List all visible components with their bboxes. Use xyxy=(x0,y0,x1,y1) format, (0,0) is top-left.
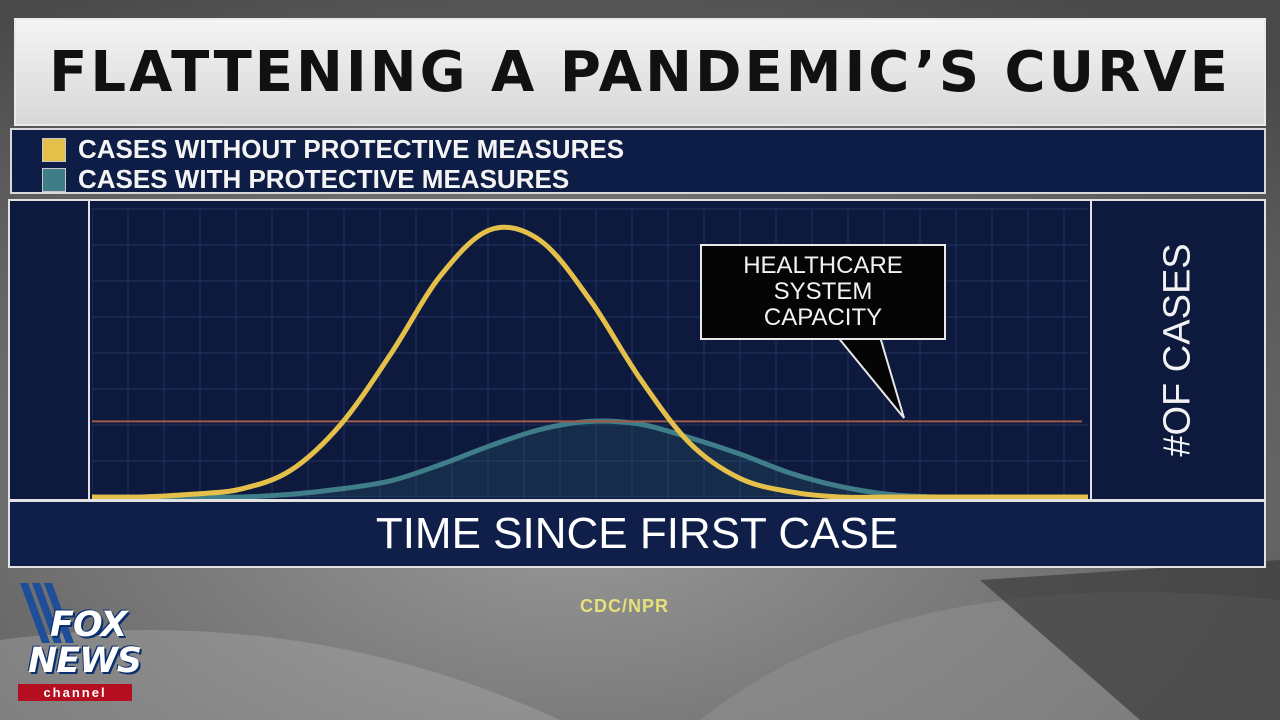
legend-swatch-teal xyxy=(42,167,66,192)
y-axis-label: #OF CASES xyxy=(1156,243,1199,457)
title-banner: FLATTENING A PANDEMIC’S CURVE xyxy=(14,18,1266,126)
legend-item-with-measures: CASES WITH PROTECTIVE MEASURES xyxy=(42,164,569,195)
capacity-callout: HEALTHCARE SYSTEM CAPACITY xyxy=(700,244,946,340)
logo-channel-text: channel xyxy=(18,684,132,701)
chart-title: FLATTENING A PANDEMIC’S CURVE xyxy=(49,39,1231,105)
logo-fox-text: FOX xyxy=(50,605,127,645)
left-margin-panel xyxy=(10,201,90,499)
callout-pointer xyxy=(830,330,905,419)
logo-news-text: NEWS xyxy=(28,641,142,681)
logo-beams-icon xyxy=(20,583,74,643)
fox-news-logo: FOX NEWS channel xyxy=(10,583,142,703)
series-with-measures-area xyxy=(92,421,1088,498)
legend-item-without-measures: CASES WITHOUT PROTECTIVE MEASURES xyxy=(42,134,624,165)
series-without-measures-line xyxy=(92,224,1088,499)
y-axis-panel: #OF CASES xyxy=(1090,201,1264,499)
legend-swatch-yellow xyxy=(42,137,66,162)
legend: CASES WITHOUT PROTECTIVE MEASURES CASES … xyxy=(10,128,1266,194)
source-credit: CDC/NPR xyxy=(580,596,670,616)
legend-label: CASES WITHOUT PROTECTIVE MEASURES xyxy=(78,134,625,164)
legend-label: CASES WITH PROTECTIVE MEASURES xyxy=(78,164,570,194)
callout-text: HEALTHCARE SYSTEM CAPACITY xyxy=(743,252,903,331)
x-axis-label: TIME SINCE FIRST CASE xyxy=(375,509,899,558)
x-axis-panel: TIME SINCE FIRST CASE xyxy=(8,500,1266,568)
